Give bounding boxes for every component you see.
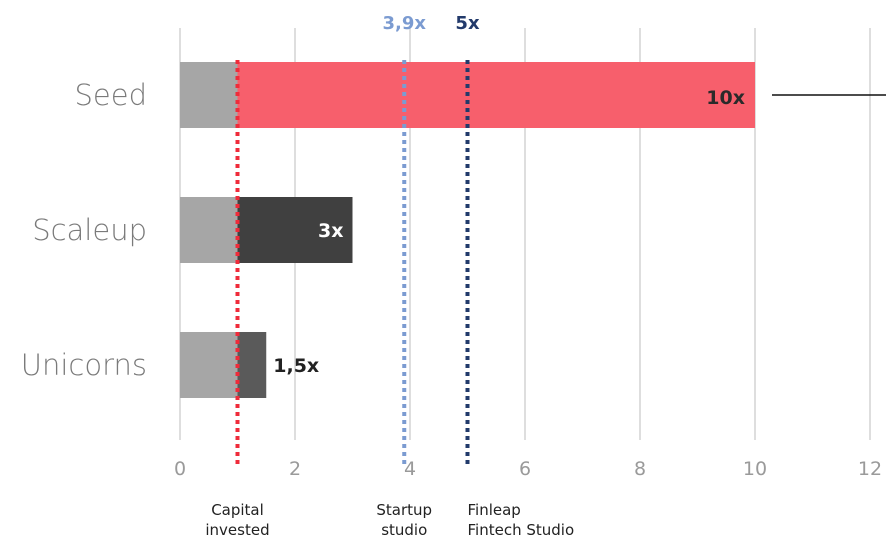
category-label: Scaleup — [32, 213, 147, 247]
bar-seed — [237, 62, 755, 128]
bar-capital-segment — [180, 197, 238, 263]
x-tick-label: 0 — [174, 458, 186, 480]
reference-bottom-label: Capital — [211, 501, 264, 519]
bar-capital-segment — [180, 62, 238, 128]
x-tick-label: 6 — [519, 458, 531, 480]
reference-bottom-label: studio — [381, 521, 427, 539]
reference-bottom-label: invested — [205, 521, 269, 539]
data-label: 3x — [318, 220, 343, 242]
bar-scaleup — [237, 197, 353, 263]
bar-capital-segment — [180, 332, 238, 398]
bar-unicorns — [237, 332, 267, 398]
x-tick-label: 10 — [743, 458, 767, 480]
x-tick-label: 2 — [289, 458, 301, 480]
reference-top-label: 5x — [455, 13, 480, 34]
data-label: 10x — [706, 87, 745, 109]
reference-bottom-label: Startup — [376, 501, 432, 519]
reference-bottom-label: Fintech Studio — [468, 521, 575, 539]
x-tick-label: 8 — [634, 458, 646, 480]
x-tick-label: 4 — [404, 458, 416, 480]
data-label: 1,5x — [273, 355, 319, 377]
reference-top-label: 3,9x — [383, 13, 427, 34]
category-label: Unicorns — [21, 348, 147, 382]
x-tick-label: 12 — [858, 458, 882, 480]
category-label: Seed — [75, 78, 148, 112]
reference-bottom-label: Finleap — [468, 501, 521, 519]
